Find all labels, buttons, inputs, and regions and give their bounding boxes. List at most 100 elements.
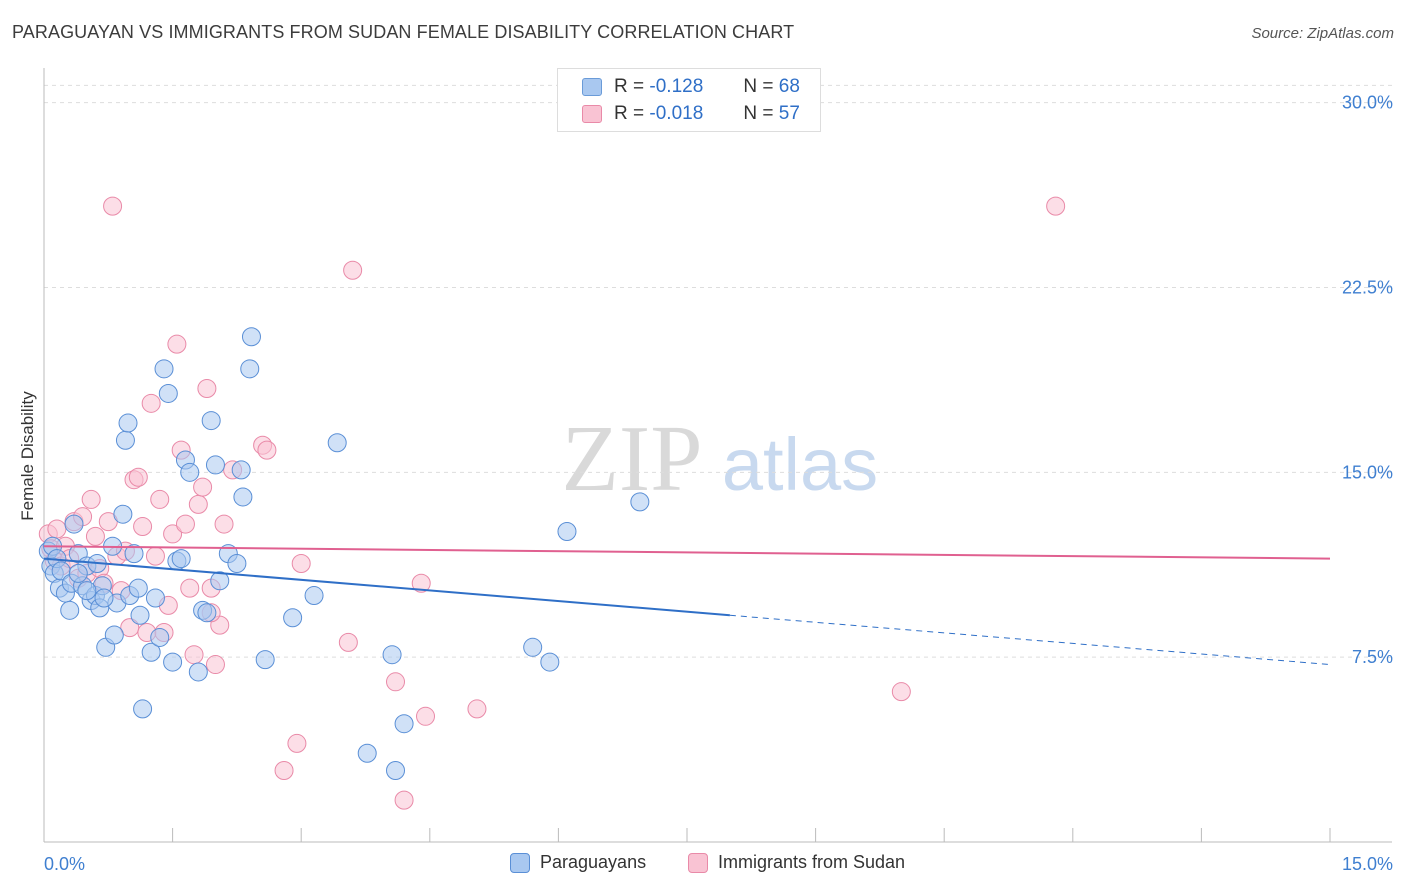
trend-line-sudan [43, 545, 1331, 560]
legend-n-label: N = [743, 76, 774, 97]
tick-labels: 7.5% 15.0% 22.5% 30.0% 0.0% 15.0% [44, 93, 1393, 874]
data-point [47, 519, 67, 539]
data-point [255, 650, 275, 670]
data-point [241, 327, 261, 347]
data-point [394, 790, 414, 810]
data-point [163, 524, 183, 544]
data-point [68, 563, 88, 583]
data-point [103, 196, 123, 216]
legend-r-label: R = [614, 103, 645, 124]
data-point [210, 571, 230, 591]
legend-swatch-pink [582, 105, 602, 123]
data-point [891, 682, 911, 702]
data-point [274, 761, 294, 781]
data-point [357, 743, 377, 763]
data-point [287, 733, 307, 753]
legend-label-sudan: Immigrants from Sudan [718, 852, 906, 872]
data-point [1046, 196, 1066, 216]
data-point [386, 761, 406, 781]
paraguayan-points [38, 327, 650, 781]
legend-n-value: 57 [778, 103, 800, 124]
legend-r-value: -0.018 [649, 103, 704, 124]
y-tick-label: 22.5% [1342, 277, 1393, 297]
y-tick-label: 7.5% [1352, 647, 1393, 667]
legend-swatch-blue [582, 78, 602, 96]
data-point [85, 526, 105, 546]
data-point [115, 430, 135, 450]
x-tick-label: 0.0% [44, 854, 85, 874]
data-point [523, 637, 543, 657]
data-point [193, 477, 213, 497]
data-point [411, 573, 431, 593]
data-point [81, 489, 101, 509]
data-point [467, 699, 487, 719]
data-point [540, 652, 560, 672]
data-point [64, 514, 84, 534]
legend-item-sudan[interactable]: Immigrants from Sudan [688, 852, 905, 873]
data-point [77, 581, 97, 601]
data-point [180, 578, 200, 598]
data-point [133, 517, 153, 537]
data-point [184, 645, 204, 665]
data-point [113, 504, 133, 524]
data-point [201, 411, 221, 431]
chart-source: Source: ZipAtlas.com [1251, 25, 1394, 42]
legend-row-paraguayans: R = -0.128 N = 68 [582, 75, 800, 99]
data-point [231, 460, 251, 480]
legend-row-sudan: R = -0.018 N = 57 [582, 102, 800, 126]
legend-r-label: R = [614, 76, 645, 97]
chart-title: PARAGUAYAN VS IMMIGRANTS FROM SUDAN FEMA… [12, 22, 795, 42]
data-point [154, 359, 174, 379]
data-point [158, 383, 178, 403]
data-point [197, 379, 217, 399]
data-point [338, 632, 358, 652]
trend-line-paraguayans-extension [729, 614, 1331, 666]
y-tick-label: 30.0% [1342, 93, 1393, 113]
data-point [394, 714, 414, 734]
data-point [327, 433, 347, 453]
data-point [386, 672, 406, 692]
watermark-zip: ZIP [562, 407, 703, 511]
watermark-atlas: atlas [722, 423, 878, 506]
data-point [416, 706, 436, 726]
trend-line-paraguayans [43, 557, 730, 617]
data-point [167, 334, 187, 354]
data-point [145, 588, 165, 608]
data-point [124, 544, 144, 564]
data-point [188, 494, 208, 514]
x-tick-label: 15.0% [1342, 854, 1393, 874]
data-point [557, 521, 577, 541]
legend-r-value: -0.128 [649, 76, 704, 97]
data-point [188, 662, 208, 682]
data-point [128, 578, 148, 598]
data-point [104, 625, 124, 645]
legend-item-paraguayans[interactable]: Paraguayans [510, 852, 646, 873]
data-point [227, 554, 247, 574]
data-point [60, 600, 80, 620]
data-point [141, 642, 161, 662]
data-point [205, 655, 225, 675]
data-point [163, 652, 183, 672]
legend-n-value: 68 [778, 76, 800, 97]
data-point [233, 487, 253, 507]
y-tick-label: 15.0% [1342, 462, 1393, 482]
data-point [133, 699, 153, 719]
legend-label-paraguayans: Paraguayans [540, 852, 647, 872]
data-point [145, 546, 165, 566]
data-point [150, 627, 170, 647]
data-point [120, 618, 140, 638]
trend-lines [43, 545, 1331, 666]
stats-legend: R = -0.128 N = 68 R = -0.018 N = 57 [557, 68, 821, 132]
data-point [382, 645, 402, 665]
legend-swatch-pink [688, 852, 708, 873]
data-point [257, 440, 277, 460]
data-point [214, 514, 234, 534]
data-point [343, 260, 363, 280]
data-point [283, 608, 303, 628]
data-point [150, 489, 170, 509]
axes [43, 68, 1392, 843]
sudan-points [38, 196, 1066, 810]
data-point [175, 514, 195, 534]
data-point [205, 455, 225, 475]
